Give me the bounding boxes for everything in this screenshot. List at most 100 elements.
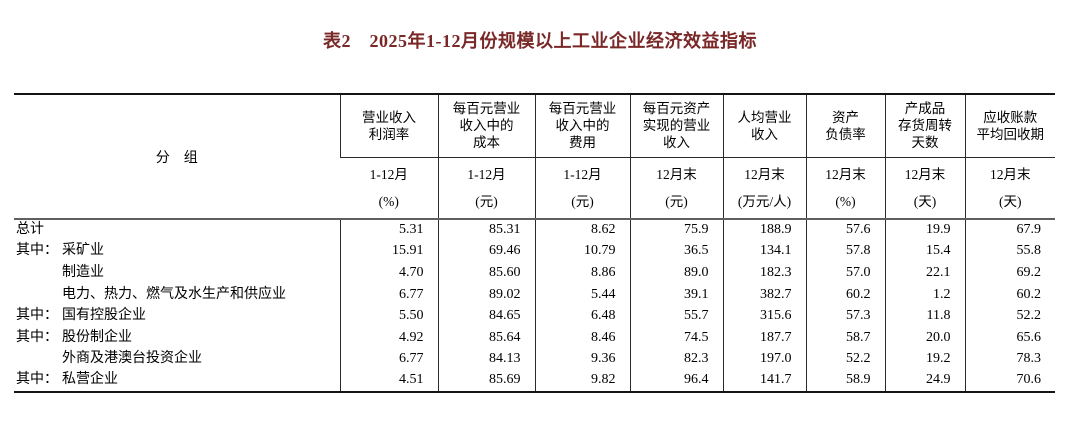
row-label-cell: 制造业 — [14, 262, 340, 284]
value-cell: 20.0 — [884, 326, 965, 349]
value-cell: 60.2 — [805, 283, 885, 306]
column-period: 1-12月 — [563, 166, 602, 182]
column-unit: (元) — [571, 193, 594, 209]
value-cell: 39.1 — [629, 283, 723, 306]
value-cell: 19.2 — [884, 348, 965, 371]
value-cell: 85.60 — [437, 262, 535, 284]
value-cell: 134.1 — [722, 240, 806, 263]
row-label: 制造业 — [62, 264, 104, 280]
row-label-cell: 外商及港澳台投资企业 — [14, 349, 340, 371]
column-header-period-unit: 1-12月 (%) — [340, 157, 438, 219]
value-cell: 57.6 — [805, 218, 885, 241]
row-label: 采矿业 — [62, 243, 104, 259]
table-row: 电力、热力、燃气及水生产和供应业 6.77 89.02 5.44 39.1 382.7 60… — [14, 283, 1055, 306]
table-row: 其中： 股份制企业 4.92 85.64 8.46 74.5 187.7 58.7 20.0 65… — [14, 326, 1055, 349]
value-cell: 5.31 — [339, 218, 438, 241]
value-cell: 85.69 — [437, 370, 535, 392]
page-title: 表2 2025年1-12月份规模以上工业企业经济效益指标 — [323, 31, 757, 51]
value-cell: 84.13 — [437, 348, 535, 371]
value-cell: 9.82 — [534, 370, 630, 392]
value-cell: 96.4 — [629, 370, 723, 392]
value-cell: 55.8 — [964, 240, 1055, 263]
column-header-period-unit: 12月末 (元) — [629, 157, 723, 219]
column-header-period-unit: 1-12月 (元) — [437, 157, 535, 219]
value-cell: 4.70 — [339, 262, 438, 284]
page: 表2 2025年1-12月份规模以上工业企业经济效益指标 分 组 营业收入 利润率… — [14, 31, 1055, 393]
value-cell: 78.3 — [964, 348, 1055, 371]
value-cell: 52.2 — [805, 348, 885, 371]
column-header-name: 每百元营业 收入中的 费用 — [534, 94, 630, 158]
value-cell: 85.64 — [437, 326, 535, 349]
column-header-name: 营业收入 利润率 — [339, 94, 438, 158]
row-label-cell: 电力、热力、燃气及水生产和供应业 — [14, 284, 340, 306]
column-header-period-unit: 1-12月 (元) — [534, 157, 630, 219]
row-label: 总计 — [16, 222, 44, 238]
value-cell: 5.50 — [339, 305, 438, 327]
row-label-cell: 其中： 私营企业 — [14, 370, 340, 392]
column-unit: (%) — [378, 193, 399, 209]
value-cell: 69.2 — [964, 262, 1055, 284]
column-period: 12月末 — [990, 166, 1031, 182]
table-body: 总计 5.31 85.31 8.62 75.9 188.9 57.6 19.9 67.9 其中：采… — [14, 218, 1055, 392]
row-prefix: 其中： — [16, 372, 58, 388]
column-unit: (天) — [913, 193, 937, 209]
value-cell: 58.9 — [805, 370, 885, 392]
row-label-cell: 其中： 股份制企业 — [14, 327, 340, 349]
column-unit: (天) — [999, 193, 1022, 209]
column-period: 12月末 — [744, 166, 785, 182]
row-label: 电力、热力、燃气及水生产和供应业 — [62, 286, 286, 302]
column-header-name: 人均营业 收入 — [722, 94, 806, 158]
value-cell: 6.48 — [534, 305, 630, 327]
row-prefix: 其中： — [16, 243, 58, 259]
table-row: 外商及港澳台投资企业 6.77 84.13 9.36 82.3 197.0 52.2 19.2… — [14, 348, 1055, 371]
column-period: 12月末 — [656, 166, 697, 182]
table-row: 其中： 私营企业 4.51 85.69 9.82 96.4 141.7 58.9 24.9 70.… — [14, 370, 1055, 392]
value-cell: 1.2 — [884, 283, 965, 306]
column-unit: (元) — [475, 193, 498, 209]
value-cell: 187.7 — [722, 326, 806, 349]
row-label-cell: 其中： 国有控股企业 — [14, 305, 340, 327]
value-cell: 6.77 — [339, 283, 438, 306]
value-cell: 52.2 — [964, 305, 1055, 327]
row-label: 股份制企业 — [62, 329, 132, 345]
value-cell: 89.0 — [629, 262, 723, 284]
row-label-cell: 总计 — [14, 218, 340, 241]
value-cell: 382.7 — [722, 283, 806, 306]
row-label: 私营企业 — [62, 372, 118, 388]
column-unit: (万元/人) — [737, 193, 792, 209]
column-period: 1-12月 — [467, 166, 506, 182]
row-prefix: 其中： — [16, 308, 58, 324]
value-cell: 57.3 — [805, 305, 885, 327]
row-prefix: 其中： — [16, 329, 58, 345]
table-header: 分 组 营业收入 利润率 每百元营业 收入中的 成本 每百元营业 收入中的 费用 每百元… — [14, 94, 1055, 219]
row-label: 外商及港澳台投资企业 — [62, 351, 202, 367]
column-unit: (%) — [835, 193, 856, 209]
value-cell: 188.9 — [722, 218, 806, 241]
value-cell: 84.65 — [437, 305, 535, 327]
value-cell: 22.1 — [884, 262, 965, 284]
column-header-name: 应收账款 平均回收期 — [964, 94, 1055, 158]
value-cell: 89.02 — [437, 283, 535, 306]
value-cell: 69.46 — [437, 240, 535, 263]
column-header-period-unit: 12月末 (天) — [884, 157, 965, 219]
value-cell: 70.6 — [964, 370, 1055, 392]
table-row: 总计 5.31 85.31 8.62 75.9 188.9 57.6 19.9 67.9 — [14, 218, 1055, 241]
column-header-name: 每百元资产 实现的营业 收入 — [629, 94, 723, 158]
table-row: 其中： 采矿业 15.91 69.46 10.79 36.5 134.1 57.8 15.4 55… — [14, 240, 1055, 263]
row-label-cell: 其中： 采矿业 — [14, 241, 340, 263]
value-cell: 11.8 — [884, 305, 965, 327]
value-cell: 8.62 — [534, 218, 630, 241]
value-cell: 315.6 — [722, 305, 806, 327]
column-period: 1-12月 — [369, 166, 408, 182]
value-cell: 65.6 — [964, 326, 1055, 349]
table-row: 制造业 4.70 85.60 8.86 89.0 182.3 57.0 22.1 69.2 — [14, 262, 1055, 284]
value-cell: 60.2 — [964, 283, 1055, 306]
value-cell: 36.5 — [629, 240, 723, 263]
value-cell: 57.0 — [805, 262, 885, 284]
value-cell: 82.3 — [629, 348, 723, 371]
value-cell: 75.9 — [629, 218, 723, 241]
value-cell: 85.31 — [437, 218, 535, 241]
column-header-name: 每百元营业 收入中的 成本 — [437, 94, 535, 158]
value-cell: 5.44 — [534, 283, 630, 306]
value-cell: 4.51 — [339, 370, 438, 392]
